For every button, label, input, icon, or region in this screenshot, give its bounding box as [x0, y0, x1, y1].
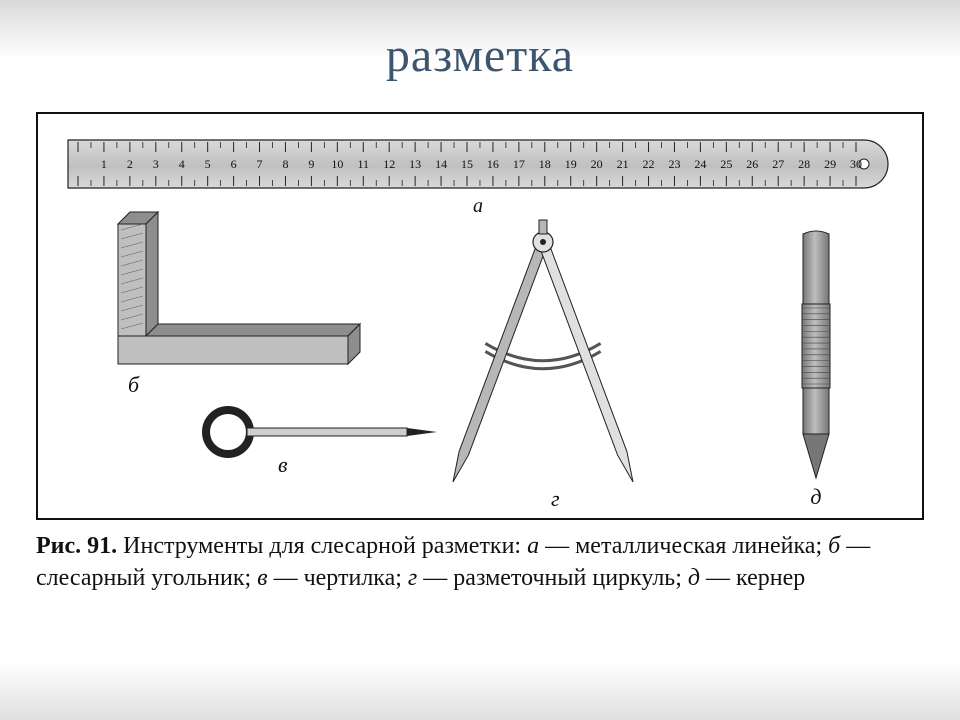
svg-text:28: 28	[798, 157, 810, 171]
svg-text:25: 25	[720, 157, 732, 171]
svg-text:24: 24	[694, 157, 706, 171]
svg-text:д: д	[810, 484, 821, 509]
svg-text:г: г	[551, 486, 560, 511]
svg-text:17: 17	[513, 157, 525, 171]
svg-text:3: 3	[153, 157, 159, 171]
svg-text:15: 15	[461, 157, 473, 171]
page-title: разметка	[0, 28, 960, 83]
svg-text:9: 9	[308, 157, 314, 171]
svg-text:23: 23	[668, 157, 680, 171]
svg-text:1: 1	[101, 157, 107, 171]
figure-caption: Рис. 91. Инструменты для слесарной разме…	[36, 530, 924, 595]
svg-text:а: а	[473, 195, 483, 217]
svg-text:11: 11	[357, 157, 369, 171]
svg-text:7: 7	[257, 157, 263, 171]
svg-text:5: 5	[205, 157, 211, 171]
svg-text:20: 20	[591, 157, 603, 171]
svg-text:18: 18	[539, 157, 551, 171]
svg-text:13: 13	[409, 157, 421, 171]
svg-text:4: 4	[179, 157, 185, 171]
svg-text:27: 27	[772, 157, 784, 171]
svg-text:29: 29	[824, 157, 836, 171]
svg-text:21: 21	[617, 157, 629, 171]
svg-text:в: в	[278, 452, 288, 477]
svg-text:10: 10	[331, 157, 343, 171]
svg-text:12: 12	[383, 157, 395, 171]
svg-text:22: 22	[643, 157, 655, 171]
diagram-frame: 1234567891011121314151617181920212223242…	[36, 112, 924, 520]
svg-text:б: б	[128, 372, 140, 397]
svg-text:8: 8	[282, 157, 288, 171]
svg-text:16: 16	[487, 157, 499, 171]
tools-diagram: 1234567891011121314151617181920212223242…	[38, 114, 922, 518]
svg-text:14: 14	[435, 157, 447, 171]
svg-text:2: 2	[127, 157, 133, 171]
svg-text:19: 19	[565, 157, 577, 171]
svg-text:30: 30	[850, 157, 862, 171]
svg-text:26: 26	[746, 157, 758, 171]
svg-text:6: 6	[231, 157, 237, 171]
